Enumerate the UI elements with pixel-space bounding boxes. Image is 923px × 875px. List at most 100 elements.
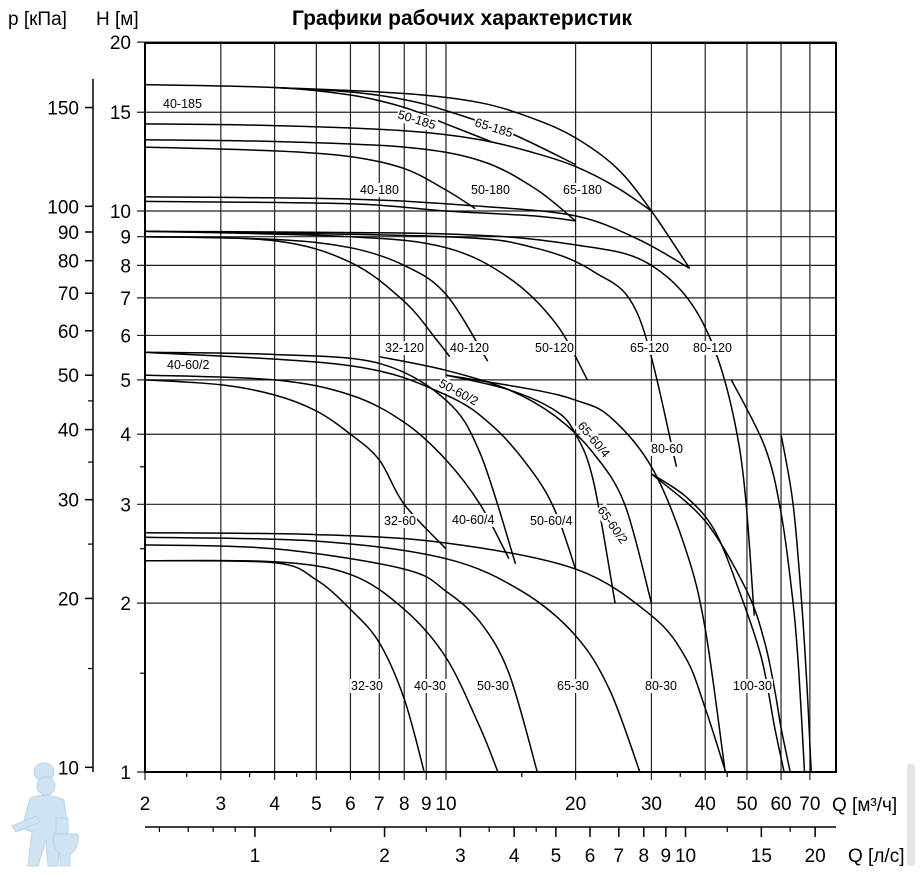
pump-curve-50-30 bbox=[144, 544, 539, 773]
x-tick-label: 20 bbox=[565, 794, 586, 815]
x-tick-label-ls: 15 bbox=[751, 846, 772, 867]
curve-label: 80-120 bbox=[693, 341, 732, 355]
flow-axis-unit-ls: Q [л/с] bbox=[848, 846, 904, 867]
y-tick-label-head: 3 bbox=[120, 495, 131, 516]
x-tick-label-ls: 8 bbox=[639, 846, 650, 867]
y-tick-label-head: 5 bbox=[120, 371, 131, 392]
x-tick-label: 3 bbox=[216, 794, 227, 815]
y-tick-label-head: 4 bbox=[120, 425, 131, 446]
x-tick-label-ls: 9 bbox=[661, 846, 672, 867]
curve-label: 40-120 bbox=[450, 341, 489, 355]
curve-label: 40-185 bbox=[163, 97, 202, 111]
curve-label: 32-120 bbox=[385, 341, 424, 355]
x-tick-label: 7 bbox=[374, 794, 385, 815]
y-tick-label-pressure: 150 bbox=[47, 99, 79, 120]
y-tick-label-head: 6 bbox=[120, 326, 131, 347]
y-tick-label-pressure: 60 bbox=[58, 322, 79, 343]
y-tick-label-head: 20 bbox=[110, 33, 131, 54]
curve-label: 65-30 bbox=[557, 679, 589, 693]
curve-label: 80-30 bbox=[645, 679, 677, 693]
x-tick-label: 5 bbox=[311, 794, 322, 815]
x-tick-label: 40 bbox=[695, 794, 716, 815]
grid-lines bbox=[137, 41, 836, 780]
pump-curve-65-30 bbox=[144, 536, 641, 773]
x-tick-label-ls: 10 bbox=[675, 846, 696, 867]
pump-curve-65-185 bbox=[274, 86, 691, 269]
x-tick-label-ls: 1 bbox=[250, 846, 261, 867]
y-tick-label-pressure: 100 bbox=[47, 197, 79, 218]
pump-curve-40-185 bbox=[144, 83, 491, 143]
y-tick-label-pressure: 70 bbox=[58, 284, 79, 305]
curve-label: 50-30 bbox=[477, 679, 509, 693]
x-tick-label: 2 bbox=[140, 794, 151, 815]
y-tick-label-pressure: 40 bbox=[58, 421, 79, 442]
curve-label: 40-180 bbox=[360, 183, 399, 197]
x-tick-label-ls: 5 bbox=[551, 846, 562, 867]
x-tick-label-ls: 6 bbox=[585, 846, 596, 867]
curve-label: 40-60/4 bbox=[452, 513, 494, 527]
curve-label: 32-60 bbox=[384, 514, 416, 528]
x-tick-label: 4 bbox=[269, 794, 280, 815]
pump-curve-50-60-2 bbox=[144, 351, 577, 570]
pump-curve-50-185 bbox=[274, 86, 576, 166]
pressure-axis-unit: p [кПа] bbox=[8, 9, 67, 30]
axes: 2 3 4 5 6 7 8 9 10 20 30 40 50 60 70123456789101520102… bbox=[47, 33, 837, 867]
pump-curve-32-60 bbox=[144, 379, 447, 550]
pump-curve-40-120 bbox=[144, 235, 489, 362]
pump-curve-100-180 bbox=[144, 200, 576, 222]
curve-label: 32-30 bbox=[351, 679, 383, 693]
y-tick-label-pressure: 10 bbox=[58, 758, 79, 779]
head-axis-unit: H [м] bbox=[96, 9, 139, 30]
pump-curve-80-120 bbox=[144, 230, 756, 616]
pump-curve-80-60-right- bbox=[730, 379, 806, 773]
x-tick-label: 60 bbox=[770, 794, 791, 815]
pump-curve-50-180 bbox=[144, 138, 577, 222]
y-tick-label-pressure: 30 bbox=[58, 491, 79, 512]
y-tick-label-pressure: 80 bbox=[58, 252, 79, 273]
y-tick-label-head: 10 bbox=[110, 202, 131, 223]
watermark-icon bbox=[907, 764, 915, 866]
chart-title: Графики рабочих характеристик bbox=[292, 7, 632, 30]
y-tick-label-head: 2 bbox=[120, 594, 131, 615]
x-tick-label: 70 bbox=[799, 794, 820, 815]
x-tick-label: 9 bbox=[421, 794, 432, 815]
y-tick-label-head: 7 bbox=[120, 289, 131, 310]
plumber-mascot-icon bbox=[11, 762, 79, 867]
x-tick-label: 30 bbox=[641, 794, 662, 815]
x-tick-label-ls: 7 bbox=[614, 846, 625, 867]
pump-curve-65-120 bbox=[144, 230, 678, 467]
flow-axis-unit-m3h: Q [м³/ч] bbox=[832, 795, 897, 816]
x-tick-label-ls: 20 bbox=[805, 846, 826, 867]
y-tick-label-head: 8 bbox=[120, 256, 131, 277]
y-tick-label-pressure: 90 bbox=[58, 223, 79, 244]
curve-label: 50-180 bbox=[471, 183, 510, 197]
y-tick-label-head: 9 bbox=[120, 228, 131, 249]
pump-curve-100-60-right- bbox=[780, 434, 812, 773]
y-tick-label-head: 1 bbox=[120, 763, 131, 784]
pump-curve-40-60-2 bbox=[144, 374, 510, 560]
y-tick-label-pressure: 50 bbox=[58, 366, 79, 387]
x-tick-label: 10 bbox=[435, 794, 456, 815]
x-tick-label-ls: 4 bbox=[509, 846, 520, 867]
pump-curve-80-60 bbox=[650, 473, 785, 773]
pump-curve-100-30 bbox=[650, 473, 791, 773]
pump-curve-40-60-4 bbox=[144, 351, 517, 565]
pump-curve-40-180 bbox=[144, 146, 476, 210]
curve-label: 40-60/2 bbox=[167, 358, 209, 372]
pump-curve-50-120 bbox=[144, 230, 589, 381]
curve-label: 65-120 bbox=[630, 341, 669, 355]
curve-label: 65-180 bbox=[563, 183, 602, 197]
x-tick-label: 6 bbox=[345, 794, 356, 815]
curve-label: 50-120 bbox=[535, 341, 574, 355]
x-tick-label: 50 bbox=[736, 794, 757, 815]
pump-curve-80-30 bbox=[144, 531, 727, 773]
curve-label: 80-60 bbox=[651, 442, 683, 456]
x-tick-label-ls: 3 bbox=[455, 846, 466, 867]
plot-frame bbox=[144, 42, 837, 773]
pump-curve-65-60-2 bbox=[379, 355, 653, 604]
curve-label: 65-60/2 bbox=[595, 504, 631, 547]
x-tick-label-ls: 2 bbox=[379, 846, 390, 867]
y-tick-label-pressure: 20 bbox=[58, 589, 79, 610]
